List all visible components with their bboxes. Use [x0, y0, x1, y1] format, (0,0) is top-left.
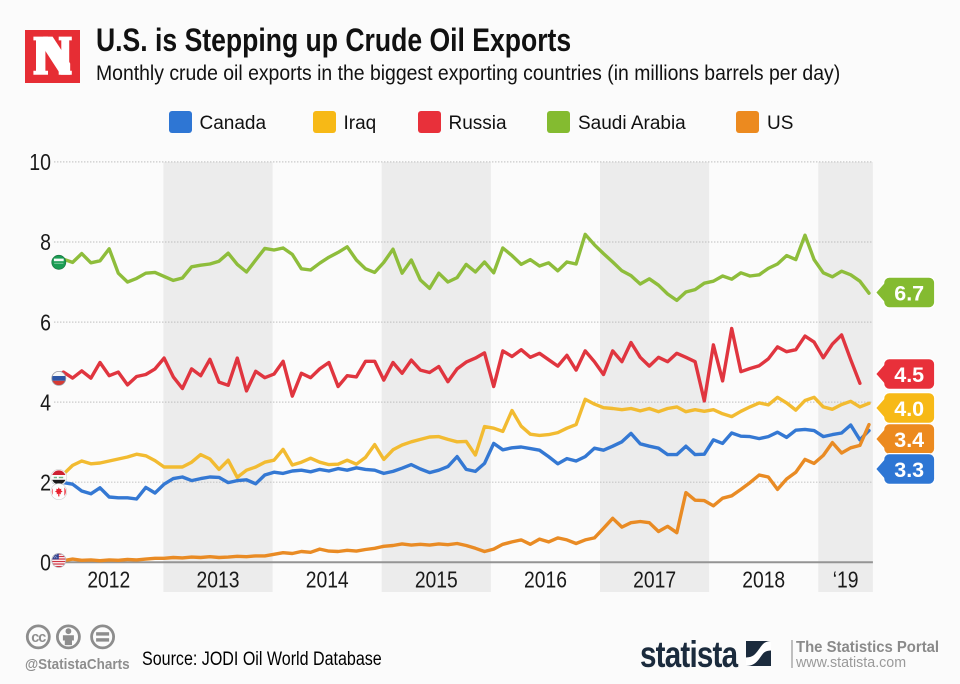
- svg-text:cc: cc: [31, 630, 46, 646]
- svg-text:8: 8: [40, 230, 51, 256]
- svg-text:4.5: 4.5: [894, 363, 924, 387]
- svg-text:4.0: 4.0: [894, 397, 924, 421]
- svg-text:‘19: ‘19: [833, 568, 859, 593]
- svg-text:2012: 2012: [87, 568, 130, 593]
- svg-text:0: 0: [40, 550, 51, 576]
- svg-text:2014: 2014: [306, 568, 349, 593]
- svg-text:2015: 2015: [415, 568, 458, 593]
- svg-text:2016: 2016: [524, 568, 567, 593]
- svg-text:4: 4: [40, 390, 51, 416]
- svg-text:3.3: 3.3: [894, 458, 924, 482]
- svg-text:2017: 2017: [633, 568, 676, 593]
- svg-text:2013: 2013: [197, 568, 240, 593]
- svg-text:10: 10: [29, 150, 51, 176]
- svg-text:2: 2: [40, 470, 51, 496]
- svg-text:6.7: 6.7: [894, 281, 924, 305]
- svg-text:3.4: 3.4: [894, 428, 924, 452]
- svg-text:2018: 2018: [742, 568, 785, 593]
- svg-text:6: 6: [40, 310, 51, 336]
